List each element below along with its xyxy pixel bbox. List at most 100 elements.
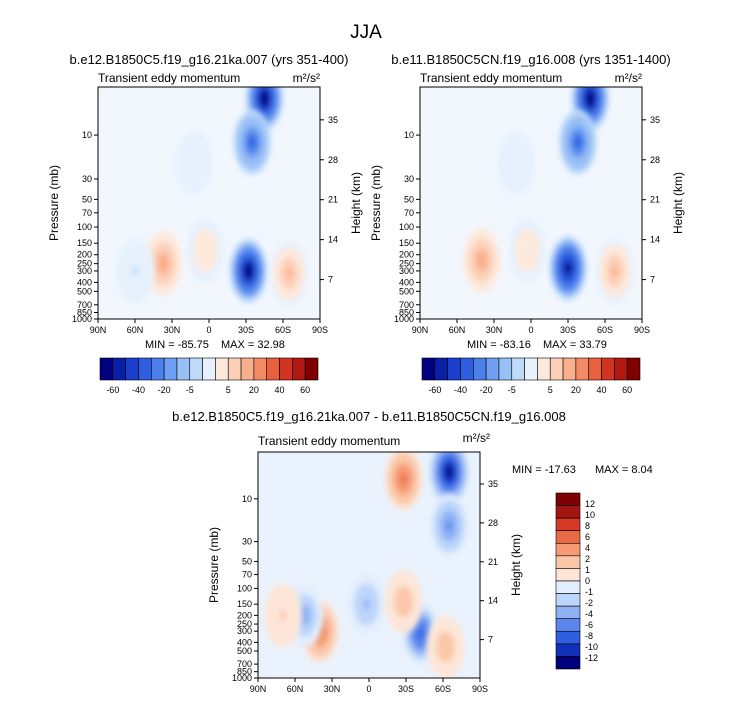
x-tick-label: 0 bbox=[206, 325, 211, 335]
y-tick-label: 150 bbox=[77, 238, 92, 248]
contour-level bbox=[587, 93, 594, 104]
y-tick-label: 30 bbox=[242, 537, 252, 547]
colorbar-swatch bbox=[460, 357, 474, 381]
y-tick-label: 300 bbox=[77, 266, 92, 276]
y-tick-label: 400 bbox=[237, 637, 252, 647]
colorbar-swatch bbox=[601, 357, 615, 381]
contour-feature bbox=[233, 109, 272, 175]
y-tick-label: 500 bbox=[77, 286, 92, 296]
colorbar-swatch bbox=[99, 357, 114, 381]
min-value: MIN = -85.75 bbox=[145, 339, 209, 351]
colorbar-swatch bbox=[555, 580, 581, 594]
contour-level bbox=[286, 268, 293, 279]
latitude-axis: 90N 60N 30N 0 30S 60S 90S bbox=[250, 678, 488, 694]
y-tick-label: 30 bbox=[404, 174, 414, 184]
y-tick-label: 300 bbox=[399, 266, 414, 276]
colorbar-swatch bbox=[472, 357, 487, 381]
colorbar-swatch bbox=[266, 357, 280, 381]
y-axis-label: Pressure (mb) bbox=[207, 527, 221, 603]
panel-control: b.e11.B1850C5CN.f19_g16.008 (yrs 1351-14… bbox=[369, 52, 685, 395]
colorbar-swatch bbox=[549, 357, 564, 381]
contour-level bbox=[524, 245, 531, 256]
colorbar: -60 -40 -20 -5 5 20 40 60 bbox=[421, 357, 641, 395]
colorbar-label: -40 bbox=[454, 385, 467, 395]
colorbar-swatch bbox=[575, 357, 590, 381]
colorbar-label: 8 bbox=[585, 521, 590, 531]
x-tick-label: 60N bbox=[127, 325, 144, 335]
contour-level bbox=[446, 466, 453, 478]
colorbar-label: -5 bbox=[508, 385, 516, 395]
x-tick-label: 60S bbox=[275, 325, 291, 335]
x-tick-label: 90S bbox=[472, 684, 488, 694]
colorbar-label: 12 bbox=[585, 499, 595, 509]
y-tick-label: 700 bbox=[399, 300, 414, 310]
colorbar-swatch bbox=[537, 357, 551, 381]
y-tick-label: 150 bbox=[399, 238, 414, 248]
x-tick-label: 90N bbox=[412, 325, 429, 335]
colorbar-swatch bbox=[626, 357, 641, 381]
colorbar-label: -60 bbox=[106, 385, 119, 395]
y-tick-label: 100 bbox=[399, 222, 414, 232]
contour-level bbox=[611, 265, 619, 277]
colorbar-swatch bbox=[125, 357, 139, 381]
colorbar-swatch bbox=[524, 357, 538, 381]
latitude-axis: 90N 60N 30N 0 30S 60S 90S bbox=[90, 319, 328, 335]
colorbar-label: 1 bbox=[585, 565, 590, 575]
colorbar-swatch bbox=[292, 357, 306, 381]
y-tick-label: 250 bbox=[77, 259, 92, 269]
colorbar-swatch bbox=[150, 357, 165, 381]
colorbar-swatch bbox=[555, 618, 581, 632]
panel-variable-label: Transient eddy momentum bbox=[98, 71, 240, 85]
panel-difference: b.e12.B1850C5.f19_g16.21ka.007 - b.e11.B… bbox=[172, 409, 653, 694]
colorbar-label: 40 bbox=[597, 385, 607, 395]
contour-level bbox=[191, 157, 198, 169]
colorbar-label: -20 bbox=[158, 385, 171, 395]
x-tick-label: 90N bbox=[90, 325, 107, 335]
y-tick-label: 500 bbox=[237, 646, 252, 656]
y-axis-label: Pressure (mb) bbox=[47, 165, 61, 241]
contour-level bbox=[513, 157, 520, 169]
contour-feature bbox=[430, 494, 469, 558]
colorbar-swatch bbox=[240, 357, 255, 381]
contour-feature bbox=[595, 238, 634, 304]
x-tick-label: 90S bbox=[312, 325, 328, 335]
colorbar-label: -4 bbox=[585, 609, 593, 619]
colorbar-label: -40 bbox=[132, 385, 145, 395]
y-tick-label: 10 bbox=[242, 494, 252, 504]
height-axis-label: Height (km) bbox=[671, 172, 685, 234]
colorbar-label: 4 bbox=[585, 543, 590, 553]
height-tick-label: 7 bbox=[650, 275, 655, 285]
y-tick-label: 10 bbox=[82, 130, 92, 140]
height-tick-label: 28 bbox=[488, 518, 498, 528]
y-tick-label: 1000 bbox=[394, 314, 414, 324]
contour-level bbox=[245, 265, 252, 277]
colorbar-swatch bbox=[555, 568, 581, 582]
y-tick-label: 10 bbox=[404, 130, 414, 140]
height-tick-label: 7 bbox=[328, 275, 333, 285]
contour-level bbox=[400, 596, 407, 607]
colorbar-label: 5 bbox=[548, 385, 553, 395]
x-tick-label: 60N bbox=[287, 684, 304, 694]
contour-feature bbox=[186, 218, 225, 283]
contour-feature bbox=[175, 130, 214, 196]
contour-level bbox=[574, 136, 582, 148]
contour-level bbox=[249, 136, 256, 148]
height-tick-label: 35 bbox=[488, 479, 498, 489]
colorbar-swatch bbox=[555, 505, 581, 519]
contour-feature bbox=[549, 235, 587, 301]
y-tick-label: 100 bbox=[77, 222, 92, 232]
x-tick-label: 60N bbox=[449, 325, 466, 335]
y-tick-label: 150 bbox=[237, 599, 252, 609]
colorbar-label: -5 bbox=[186, 385, 194, 395]
colorbar-label: 2 bbox=[585, 554, 590, 564]
height-tick-label: 35 bbox=[328, 115, 338, 125]
x-tick-label: 30S bbox=[560, 325, 576, 335]
colorbar-swatch bbox=[555, 555, 581, 569]
x-tick-label: 30S bbox=[238, 325, 254, 335]
colorbar-swatch bbox=[215, 357, 229, 381]
contour-feature bbox=[558, 109, 597, 175]
colorbar-swatch bbox=[511, 357, 525, 381]
